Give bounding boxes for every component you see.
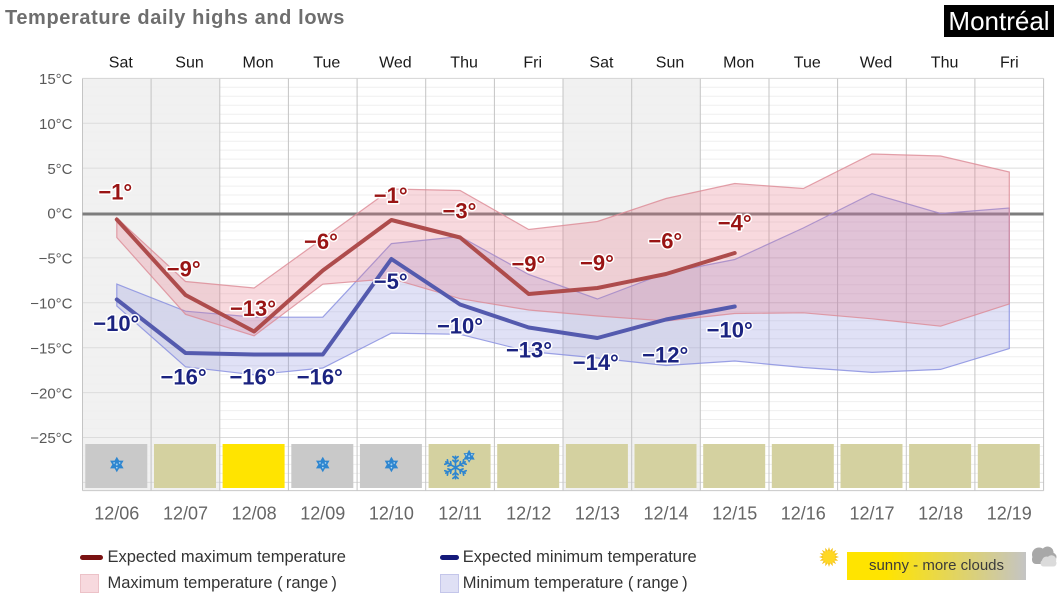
svg-text:12/19: 12/19 xyxy=(987,504,1032,524)
svg-text:−6°: −6° xyxy=(304,229,338,254)
svg-text:Thu: Thu xyxy=(931,55,959,72)
svg-text:12/10: 12/10 xyxy=(369,504,414,524)
svg-text:−6°: −6° xyxy=(648,228,682,253)
svg-text:Tue: Tue xyxy=(313,55,340,72)
svg-text:−3°: −3° xyxy=(443,199,477,224)
svg-text:−10°C: −10°C xyxy=(30,296,72,313)
svg-text:Fri: Fri xyxy=(1000,55,1019,72)
svg-text:−13°: −13° xyxy=(506,338,552,363)
svg-text:Sat: Sat xyxy=(109,55,134,72)
svg-text:12/06: 12/06 xyxy=(94,504,139,524)
svg-text:Sun: Sun xyxy=(175,55,203,72)
svg-text:−16°: −16° xyxy=(229,364,275,389)
svg-text:12/07: 12/07 xyxy=(163,504,208,524)
svg-text:−10°: −10° xyxy=(437,314,483,339)
svg-text:12/12: 12/12 xyxy=(506,504,551,524)
svg-text:−16°: −16° xyxy=(161,364,207,389)
svg-text:−10°: −10° xyxy=(707,318,753,343)
svg-text:10°C: 10°C xyxy=(39,116,73,133)
svg-text:−9°: −9° xyxy=(580,251,614,276)
svg-text:−10°: −10° xyxy=(93,311,139,336)
svg-text:12/09: 12/09 xyxy=(300,504,345,524)
svg-text:Mon: Mon xyxy=(723,55,754,72)
svg-text:−20°C: −20°C xyxy=(30,385,72,402)
svg-text:−1°: −1° xyxy=(98,179,132,204)
svg-text:5°C: 5°C xyxy=(47,161,72,178)
svg-text:−4°: −4° xyxy=(718,211,752,236)
svg-text:Thu: Thu xyxy=(450,55,478,72)
svg-text:Mon: Mon xyxy=(243,55,274,72)
svg-text:−13°: −13° xyxy=(230,296,276,321)
svg-text:−5°: −5° xyxy=(374,269,408,294)
svg-text:12/16: 12/16 xyxy=(781,504,826,524)
svg-text:−1°: −1° xyxy=(374,183,408,208)
svg-text:−16°: −16° xyxy=(297,364,343,389)
svg-text:12/14: 12/14 xyxy=(643,504,688,524)
svg-text:−12°: −12° xyxy=(642,343,688,368)
svg-text:12/17: 12/17 xyxy=(849,504,894,524)
svg-text:Fri: Fri xyxy=(523,55,542,72)
svg-text:12/08: 12/08 xyxy=(232,504,277,524)
svg-text:Wed: Wed xyxy=(379,55,412,72)
svg-text:Sat: Sat xyxy=(589,55,614,72)
svg-text:−15°C: −15°C xyxy=(30,340,72,357)
svg-text:15°C: 15°C xyxy=(39,71,73,88)
svg-text:Wed: Wed xyxy=(860,55,893,72)
svg-text:−5°C: −5°C xyxy=(39,251,73,268)
svg-text:−14°: −14° xyxy=(573,350,619,375)
svg-text:Sun: Sun xyxy=(656,55,684,72)
svg-text:Tue: Tue xyxy=(794,55,821,72)
svg-text:−25°C: −25°C xyxy=(30,430,72,447)
svg-text:−9°: −9° xyxy=(167,257,201,282)
svg-text:12/18: 12/18 xyxy=(918,504,963,524)
svg-text:−9°: −9° xyxy=(511,252,545,277)
svg-text:12/15: 12/15 xyxy=(712,504,757,524)
svg-text:0°C: 0°C xyxy=(47,206,72,223)
svg-text:12/11: 12/11 xyxy=(438,504,482,524)
svg-text:12/13: 12/13 xyxy=(575,504,620,524)
